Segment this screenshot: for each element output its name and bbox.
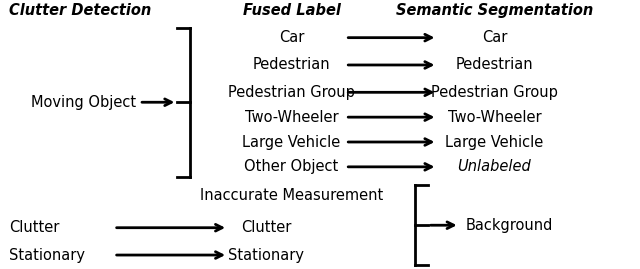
Text: Pedestrian Group: Pedestrian Group: [228, 85, 355, 100]
Text: Large Vehicle: Large Vehicle: [243, 134, 340, 150]
Text: Unlabeled: Unlabeled: [458, 159, 531, 174]
Text: Clutter Detection: Clutter Detection: [9, 3, 152, 18]
Text: Two-Wheeler: Two-Wheeler: [244, 110, 339, 125]
Text: Car: Car: [279, 30, 304, 45]
Text: Background: Background: [466, 218, 554, 233]
Text: Stationary: Stationary: [9, 247, 85, 263]
Text: Clutter: Clutter: [241, 220, 291, 235]
Text: Moving Object: Moving Object: [31, 95, 136, 110]
Text: Other Object: Other Object: [244, 159, 339, 174]
Text: Pedestrian: Pedestrian: [253, 58, 330, 72]
Text: Inaccurate Measurement: Inaccurate Measurement: [200, 188, 383, 203]
Text: Pedestrian: Pedestrian: [456, 58, 533, 72]
Text: Pedestrian Group: Pedestrian Group: [431, 85, 558, 100]
Text: Two-Wheeler: Two-Wheeler: [447, 110, 541, 125]
Text: Large Vehicle: Large Vehicle: [445, 134, 543, 150]
Text: Fused Label: Fused Label: [243, 3, 340, 18]
Text: Semantic Segmentation: Semantic Segmentation: [396, 3, 593, 18]
Text: Stationary: Stationary: [228, 247, 304, 263]
Text: Car: Car: [482, 30, 507, 45]
Text: Clutter: Clutter: [9, 220, 60, 235]
